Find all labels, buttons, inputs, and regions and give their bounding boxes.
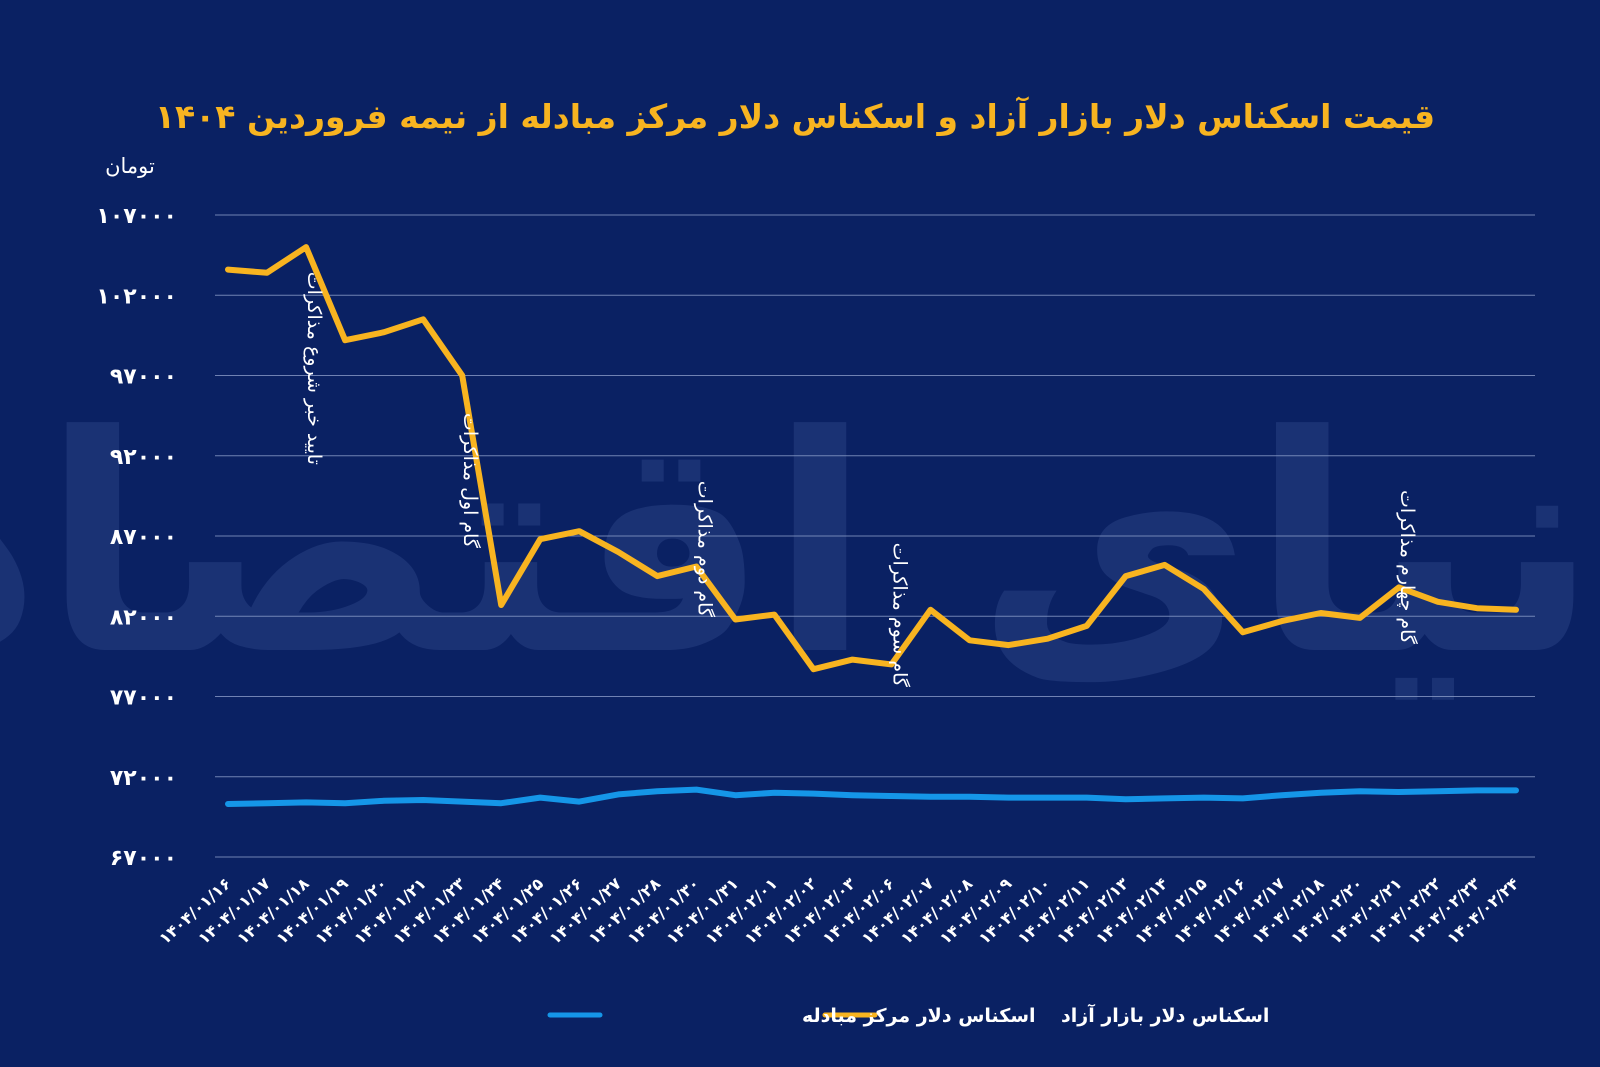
y-tick-label: ۷۲۰۰۰ <box>110 766 177 791</box>
x-tick-labels: ۱۴۰۴/۰۱/۱۶۱۴۰۴/۰۱/۱۷۱۴۰۴/۰۱/۱۸۱۴۰۴/۰۱/۱۹… <box>155 874 1523 948</box>
y-axis-unit: تومان <box>105 154 155 178</box>
annotations-layer: تایید خبر شروع مذاکرات گام اول مذاکرات گام… <box>303 272 1419 688</box>
exchange-center-point <box>967 794 973 800</box>
exchange-center-point <box>1045 795 1051 801</box>
free-market-point <box>303 244 309 250</box>
exchange-center-point <box>342 800 348 806</box>
exchange-center-point <box>1201 795 1207 801</box>
free-market-point <box>654 573 660 579</box>
free-market-point <box>1318 610 1324 616</box>
free-market-point <box>889 661 895 667</box>
exchange-center-point <box>1435 788 1441 794</box>
legend-label-exchange-center: اسکناس دلار مرکز مبادله <box>802 1005 1036 1027</box>
exchange-center-point <box>1396 789 1402 795</box>
chart-title: قیمت اسکناس دلار بازار آزاد و اسکناس دلا… <box>155 96 1435 137</box>
free-market-point <box>1201 586 1207 592</box>
y-tick-label: ۹۷۰۰۰ <box>110 365 177 390</box>
free-market-point <box>615 549 621 555</box>
free-market-point <box>1513 607 1519 613</box>
exchange-center-point <box>849 792 855 798</box>
free-market-point <box>264 270 270 276</box>
exchange-center-point <box>264 800 270 806</box>
annotation: گام دوم مذاکرات <box>693 481 716 618</box>
exchange-center-point <box>498 800 504 806</box>
free-market-point <box>1006 642 1012 648</box>
series-line-free-market <box>225 244 1519 673</box>
free-market-point <box>1084 623 1090 629</box>
y-tick-label: ۸۷۰۰۰ <box>110 525 177 550</box>
exchange-center-point <box>889 793 895 799</box>
free-market-point <box>1240 629 1246 635</box>
exchange-center-point <box>1474 787 1480 793</box>
free-market-point <box>693 563 699 569</box>
y-tick-labels: ۶۷۰۰۰ ۷۲۰۰۰ ۷۷۰۰۰ ۸۲۰۰۰ ۸۷۰۰۰ ۹۲۰۰۰ ۹۷۰۰۰ ۱۰۲۰۰… <box>96 204 177 871</box>
annotation: گام سوم مذاکرات <box>889 543 912 688</box>
exchange-center-point <box>420 797 426 803</box>
free-market-point <box>381 329 387 335</box>
free-market-point <box>1474 605 1480 611</box>
free-market-point <box>342 337 348 343</box>
free-market-point <box>576 528 582 534</box>
exchange-center-point <box>1006 795 1012 801</box>
y-tick-label: ۱۰۷۰۰۰ <box>96 204 177 229</box>
exchange-center-point <box>693 787 699 793</box>
free-market-point <box>459 373 465 378</box>
exchange-center-point <box>537 795 543 801</box>
exchange-center-point <box>654 788 660 794</box>
series-layer <box>225 244 1519 807</box>
free-market-point <box>225 267 231 273</box>
y-tick-label: ۶۷۰۰۰ <box>110 846 177 871</box>
exchange-center-point <box>1513 787 1519 793</box>
exchange-center-point <box>1279 792 1285 798</box>
free-market-point <box>810 666 816 672</box>
annotation: گام چهارم مذاکرات <box>1396 490 1419 645</box>
exchange-center-point <box>732 792 738 798</box>
grid-layer <box>215 214 1535 858</box>
free-market-point <box>849 657 855 663</box>
annotation: تایید خبر شروع مذاکرات <box>303 272 325 465</box>
exchange-center-point <box>928 794 934 800</box>
exchange-center-point <box>1123 796 1129 802</box>
free-market-point <box>928 607 934 613</box>
exchange-center-point <box>1084 795 1090 801</box>
exchange-center-point <box>615 791 621 797</box>
series-line-exchange-center <box>225 786 1519 807</box>
watermark: دنیای اقتصاد <box>0 372 1600 721</box>
free-market-point <box>420 316 426 322</box>
free-market-point <box>771 612 777 618</box>
free-market-point <box>537 536 543 542</box>
exchange-center-point <box>1162 795 1168 801</box>
legend-label-free-market: اسکناس دلار بازار آزاد <box>1061 1003 1269 1027</box>
exchange-center-point <box>303 799 309 805</box>
exchange-center-point <box>1318 790 1324 796</box>
free-market-point <box>967 637 973 643</box>
free-market-point <box>732 616 738 622</box>
exchange-center-point <box>810 791 816 797</box>
free-market-point <box>1279 618 1285 624</box>
free-market-point <box>1162 562 1168 568</box>
free-market-point <box>1396 584 1402 590</box>
y-tick-label: ۱۰۲۰۰۰ <box>96 284 177 309</box>
free-market-point <box>1123 573 1129 579</box>
free-market-point <box>1357 615 1363 621</box>
free-market-point <box>1045 636 1051 642</box>
y-tick-label: ۷۷۰۰۰ <box>110 686 177 711</box>
exchange-center-point <box>225 801 231 807</box>
annotation: گام اول مذاکرات <box>459 413 482 549</box>
exchange-center-point <box>1357 788 1363 794</box>
free-market-point <box>498 602 504 608</box>
exchange-center-point <box>381 798 387 804</box>
y-tick-label: ۸۲۰۰۰ <box>110 605 177 630</box>
exchange-center-point <box>459 799 465 805</box>
legend: اسکناس دلار بازار آزاد اسکناس دلار مرکز … <box>547 1003 1269 1027</box>
free-market-point <box>1435 599 1441 605</box>
exchange-center-point <box>1240 795 1246 801</box>
exchange-center-point <box>771 790 777 796</box>
exchange-center-point <box>576 799 582 805</box>
y-tick-label: ۹۲۰۰۰ <box>110 445 177 470</box>
